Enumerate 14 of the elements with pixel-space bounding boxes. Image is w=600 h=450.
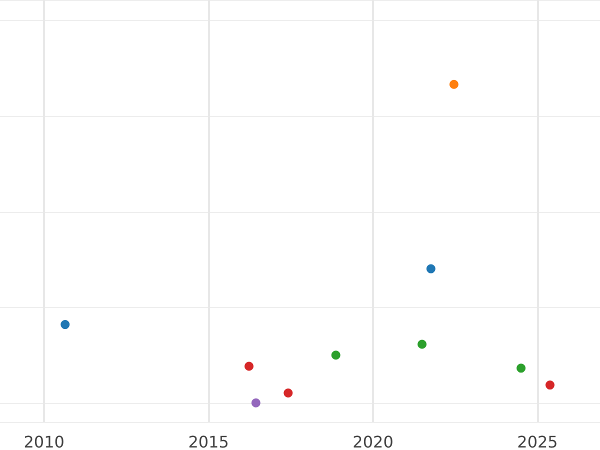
- point: [418, 340, 427, 349]
- point: [546, 380, 554, 390]
- x-tick-label: 2020: [352, 432, 394, 450]
- point: [60, 320, 70, 330]
- point: [449, 80, 458, 89]
- point: [516, 364, 526, 373]
- point: [284, 388, 293, 398]
- point: [251, 398, 260, 408]
- point: [426, 264, 436, 274]
- x-tick-label: 2015: [188, 432, 229, 450]
- point: [244, 362, 254, 371]
- point: [331, 350, 340, 360]
- x-tick-label: 2025: [517, 432, 558, 450]
- x-tick-label: 2010: [24, 432, 64, 450]
